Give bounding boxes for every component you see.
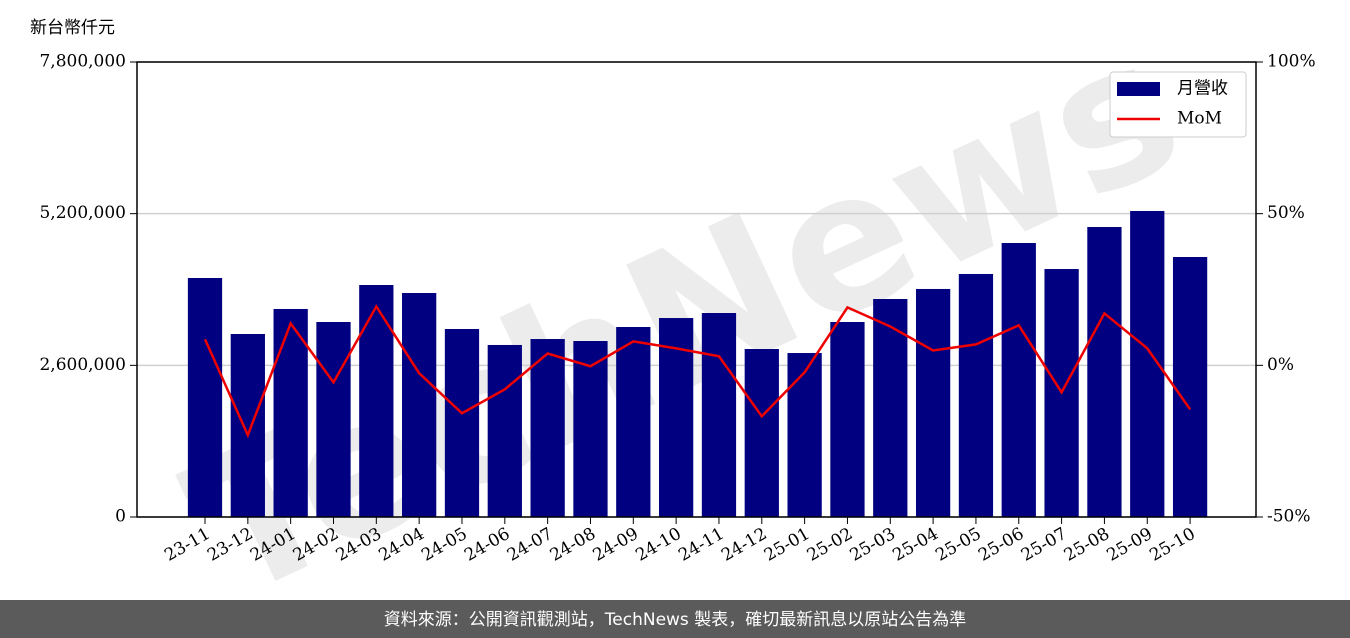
x-tick-label: 25-08 [1061,524,1113,566]
y-tick-label: 0 [115,507,126,527]
bar [187,278,223,517]
bar [1087,227,1122,517]
footer: 資料來源：公開資訊觀測站，TechNews 製表，確切最新訊息以原站公告為準 [384,610,966,630]
x-tick-label: 25-05 [932,524,984,566]
x-tick-label: 24-07 [504,524,556,566]
bar [487,344,522,517]
x-tick-label: 24-11 [675,524,727,566]
bar [359,285,394,517]
legend-swatch [1117,82,1160,96]
x-tick-label: 25-04 [889,524,941,566]
bar [1172,257,1208,517]
x-tick-label: 25-02 [804,524,856,566]
bar [1001,243,1036,517]
x-tick-label: 25-07 [1018,524,1070,566]
plot-frame [136,61,1257,518]
x-tick-label: 24-09 [590,524,642,566]
footer-bar [0,600,1350,638]
x-tick-label: 25-09 [1104,524,1156,566]
legend-label: MoM [1177,109,1222,129]
bar [573,341,608,517]
bar [958,273,994,517]
y-tick-label: 7,800,000 [39,52,126,72]
bar [402,293,437,517]
bar [230,334,265,517]
bar [316,321,351,517]
bar [530,339,565,517]
legend-label: 月營收 [1177,79,1228,99]
x-tick-label: 23-11 [161,524,213,566]
x-tick-label: 25-03 [847,524,899,566]
y2-tick-label: 100% [1267,52,1316,72]
y2-tick-label: 0% [1267,355,1294,375]
x-tick-label: 24-10 [632,524,684,566]
bar [830,321,865,517]
y2-tick-label: 50% [1267,203,1305,223]
bar [701,313,737,517]
y-tick-label: 2,600,000 [39,355,126,375]
bar [273,308,308,517]
y-axis-label: 新台幣仟元 [30,18,115,38]
y-tick-label: 5,200,000 [39,203,126,223]
bar [873,299,908,517]
x-tick-label: 25-01 [761,524,813,566]
y2-tick-label: -50% [1267,507,1311,527]
line [203,304,1192,439]
x-tick-label: 24-12 [718,524,770,566]
bar [744,349,779,517]
bar [787,353,822,517]
bar [616,327,651,517]
bar [444,328,480,517]
bar [915,288,951,517]
x-tick-label: 24-08 [547,524,599,566]
x-tick-label: 25-06 [975,524,1027,566]
x-tick-label: 25-10 [1146,524,1198,566]
